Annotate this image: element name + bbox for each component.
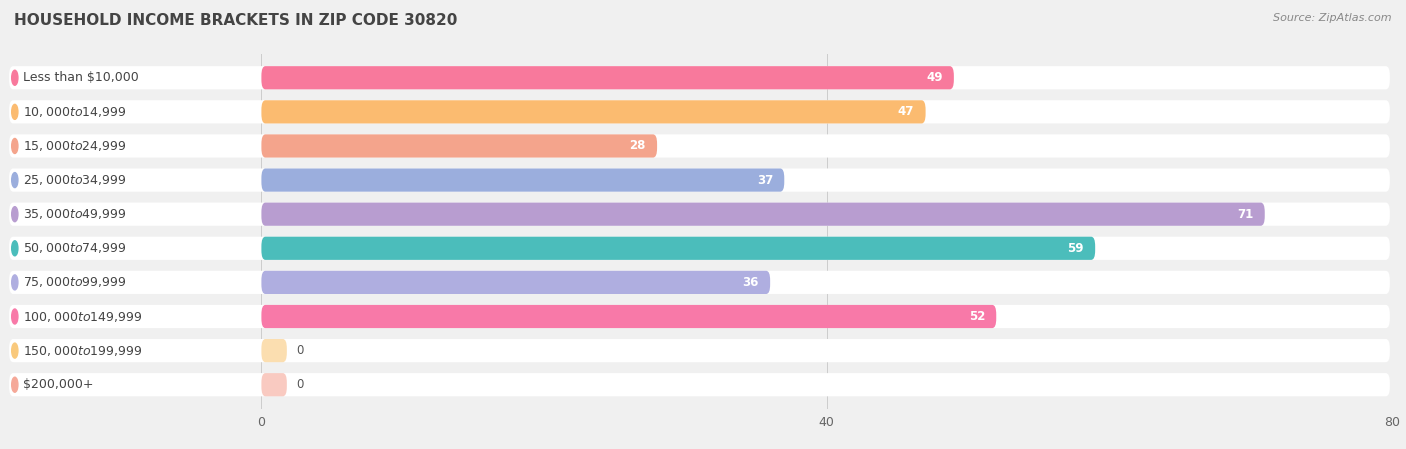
Text: 59: 59 [1067, 242, 1084, 255]
FancyBboxPatch shape [262, 66, 953, 89]
Circle shape [11, 138, 18, 154]
Text: $25,000 to $34,999: $25,000 to $34,999 [22, 173, 127, 187]
FancyBboxPatch shape [262, 202, 1265, 226]
FancyBboxPatch shape [10, 202, 1389, 226]
Text: 37: 37 [756, 174, 773, 187]
FancyBboxPatch shape [10, 339, 1389, 362]
Text: 47: 47 [898, 106, 914, 119]
Text: 52: 52 [969, 310, 986, 323]
Circle shape [11, 343, 18, 358]
FancyBboxPatch shape [262, 339, 287, 362]
FancyBboxPatch shape [262, 237, 1095, 260]
FancyBboxPatch shape [262, 134, 657, 158]
Circle shape [11, 207, 18, 222]
FancyBboxPatch shape [262, 373, 287, 396]
Circle shape [11, 275, 18, 290]
FancyBboxPatch shape [10, 237, 1389, 260]
Text: Source: ZipAtlas.com: Source: ZipAtlas.com [1274, 13, 1392, 23]
FancyBboxPatch shape [10, 100, 1389, 123]
FancyBboxPatch shape [10, 305, 1389, 328]
Circle shape [11, 70, 18, 85]
Text: Less than $10,000: Less than $10,000 [22, 71, 138, 84]
Circle shape [11, 241, 18, 256]
FancyBboxPatch shape [262, 100, 925, 123]
Circle shape [11, 104, 18, 119]
Text: $10,000 to $14,999: $10,000 to $14,999 [22, 105, 127, 119]
Text: $35,000 to $49,999: $35,000 to $49,999 [22, 207, 127, 221]
Text: 71: 71 [1237, 208, 1254, 220]
FancyBboxPatch shape [10, 134, 1389, 158]
Text: 49: 49 [927, 71, 942, 84]
FancyBboxPatch shape [10, 66, 1389, 89]
Circle shape [11, 172, 18, 188]
Text: $75,000 to $99,999: $75,000 to $99,999 [22, 275, 127, 290]
FancyBboxPatch shape [262, 305, 997, 328]
FancyBboxPatch shape [10, 373, 1389, 396]
Circle shape [11, 309, 18, 324]
Text: $200,000+: $200,000+ [22, 378, 93, 391]
Text: 0: 0 [297, 378, 304, 391]
Text: $150,000 to $199,999: $150,000 to $199,999 [22, 343, 142, 357]
Text: HOUSEHOLD INCOME BRACKETS IN ZIP CODE 30820: HOUSEHOLD INCOME BRACKETS IN ZIP CODE 30… [14, 13, 457, 28]
Text: $50,000 to $74,999: $50,000 to $74,999 [22, 241, 127, 255]
Text: $100,000 to $149,999: $100,000 to $149,999 [22, 309, 142, 323]
Text: 28: 28 [630, 140, 645, 153]
Text: 0: 0 [297, 344, 304, 357]
Circle shape [11, 377, 18, 392]
FancyBboxPatch shape [10, 271, 1389, 294]
FancyBboxPatch shape [262, 168, 785, 192]
Text: $15,000 to $24,999: $15,000 to $24,999 [22, 139, 127, 153]
Text: 36: 36 [742, 276, 759, 289]
FancyBboxPatch shape [10, 168, 1389, 192]
FancyBboxPatch shape [262, 271, 770, 294]
